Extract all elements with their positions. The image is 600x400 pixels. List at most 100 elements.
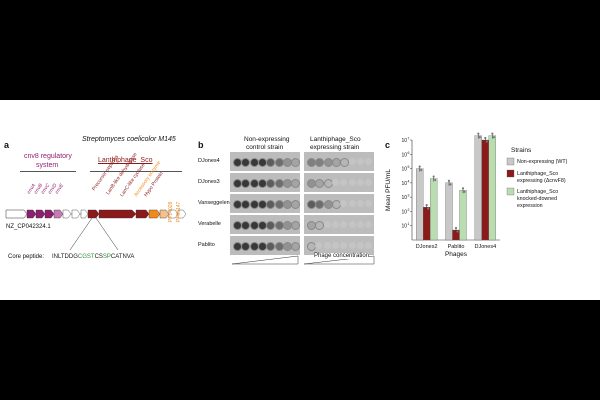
spot-plate: [230, 173, 301, 192]
replicate-point: [434, 178, 437, 182]
gene-arrow-cnvd: [53, 209, 64, 219]
legend-swatch: [506, 187, 515, 196]
replicate-point: [477, 132, 480, 135]
plaque-spot: [348, 200, 356, 207]
plaque-spot: [291, 179, 301, 188]
plaque-spot: [348, 179, 356, 186]
zoom-line: [69, 217, 93, 251]
accession-label: NZ_CP042324.1: [6, 224, 51, 230]
y-tick-label: 10: [401, 195, 407, 201]
y-tick-exponent: 2: [408, 208, 410, 212]
plaque-spot: [241, 242, 251, 251]
gene-arrow-lanb: [98, 209, 137, 219]
core-peptide-segment: INLTDDG: [52, 254, 78, 260]
plaque-spot: [356, 158, 364, 165]
row-label: Verabelle: [198, 221, 221, 227]
zoom-line: [95, 217, 119, 251]
phage-concentration-label: Phage concentration: [314, 253, 370, 259]
plaque-spot: [315, 200, 325, 209]
replicate-point: [461, 187, 465, 190]
bar: [416, 168, 424, 241]
row-label: Pablito: [198, 242, 215, 248]
plaque-spot: [266, 158, 276, 167]
replicate-point: [484, 136, 487, 140]
gene-arrow: [5, 209, 28, 219]
plaque-spot: [315, 221, 325, 230]
gene-arrow-lanc: [135, 209, 150, 219]
x-axis-label: Phages: [445, 251, 468, 258]
gene-arrow-cnvb: [35, 209, 46, 219]
plaque-spot: [291, 158, 301, 167]
plaque-spot: [291, 221, 301, 230]
plaque-spot: [365, 200, 373, 207]
plaque-spot: [365, 179, 373, 186]
replicate-point: [427, 207, 430, 210]
spot-plate: [230, 236, 301, 255]
plaque-spot: [241, 158, 251, 167]
y-tick-exponent: 7: [408, 137, 410, 141]
y-tick-label: 10: [401, 209, 407, 215]
replicate-point: [432, 175, 435, 178]
plaque-spot: [365, 242, 373, 249]
replicate-point: [492, 136, 495, 139]
y-tick-label: 10: [401, 152, 407, 158]
gene-arrow-accessory: [148, 209, 161, 219]
x-tick-label: DJones2: [416, 244, 438, 250]
replicate-point: [418, 165, 421, 168]
replicate-point: [447, 179, 451, 182]
y-tick-exponent: 3: [408, 194, 410, 198]
spot-plate: [230, 194, 301, 213]
y-tick-exponent: 6: [408, 151, 410, 155]
plaque-spot: [241, 179, 251, 188]
plaque-spot: [340, 221, 348, 228]
plaque-spot: [340, 158, 350, 167]
y-tick-label: 10: [401, 224, 407, 230]
replicate-point: [485, 140, 488, 143]
legend-label: Lanthiphage_Sco: [517, 189, 558, 195]
pf-label: PF14028: [168, 201, 174, 222]
plaque-spot: [291, 242, 301, 251]
gene-arrow: [80, 209, 89, 219]
lanthiphage-bracket: [90, 171, 182, 172]
legend-swatch: [506, 157, 515, 166]
replicate-point: [420, 168, 423, 172]
plaque-spot: [356, 242, 364, 249]
concentration-wedge-left: [231, 255, 299, 265]
y-tick-exponent: 1: [408, 222, 410, 226]
legend-label: expression: [517, 203, 543, 209]
plaque-spot: [356, 179, 364, 186]
plaque-spot: [340, 200, 348, 207]
plaque-spot: [331, 242, 339, 249]
plaque-spot: [266, 200, 276, 209]
gene-arrow: [177, 209, 187, 219]
core-peptide-segment: SP: [102, 254, 111, 260]
plaque-spot: [323, 242, 331, 249]
plaque-spot: [356, 200, 364, 207]
plaque-spot: [291, 200, 301, 209]
legend-label: expressing (ΔcnvF8): [517, 178, 566, 184]
gene-arrow-cnva: [26, 209, 37, 219]
plaque-spot: [348, 242, 356, 249]
legend-label: knocked-downed: [517, 196, 557, 202]
plaque-spot: [331, 179, 339, 186]
regulatory-bracket: [20, 171, 76, 172]
spot-plate: [304, 152, 374, 171]
x-tick-label: Pablito: [448, 244, 465, 250]
y-tick-exponent: 5: [408, 165, 410, 169]
spot-plate: [230, 152, 301, 171]
y-tick-exponent: 4: [408, 179, 410, 183]
spot-plate: [230, 215, 301, 234]
regulatory-label: cnv8 regulatory: [24, 153, 72, 161]
spot-plate: [304, 194, 374, 213]
core-peptide-segment: CGST: [77, 254, 95, 260]
legend-title: Strains: [511, 147, 532, 154]
core-peptide-sequence: INLTDDGCGSTCSSPCATNVA: [52, 254, 134, 260]
column-header-2-line2: expressing strain: [310, 144, 360, 151]
pf-label: PF05147: [176, 201, 182, 222]
column-header-1-line2: control strain: [246, 144, 284, 151]
y-tick-label: 10: [401, 167, 407, 173]
bar: [488, 135, 496, 241]
plaque-spot: [266, 179, 276, 188]
regulatory-label-line1: cnv8 regulatory: [24, 153, 72, 160]
